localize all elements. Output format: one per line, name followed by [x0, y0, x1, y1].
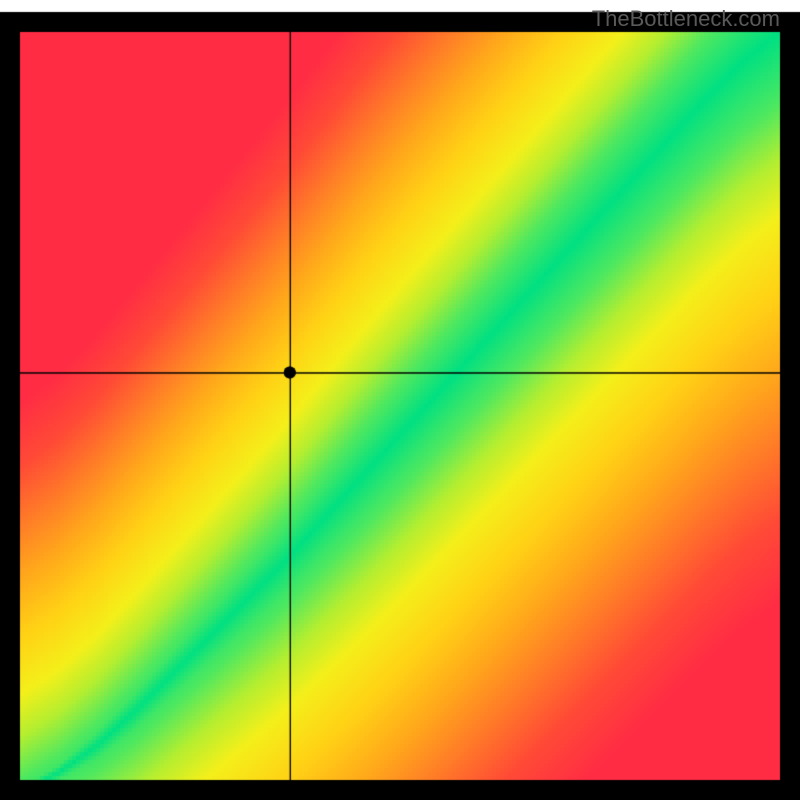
chart-container: TheBottleneck.com [0, 0, 800, 800]
attribution-text: TheBottleneck.com [592, 6, 780, 32]
heatmap-canvas [0, 0, 800, 800]
